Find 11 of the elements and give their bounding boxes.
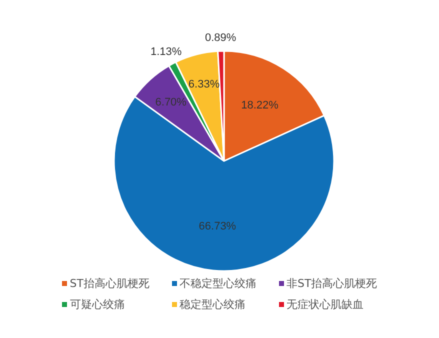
legend-label: 非ST抬高心肌梗死 <box>286 276 378 291</box>
legend-label: 可疑心绞痛 <box>70 297 125 312</box>
legend-label: ST抬高心肌梗死 <box>70 276 150 291</box>
data-label: 0.89% <box>204 32 236 44</box>
data-label: 1.13% <box>150 46 182 58</box>
data-label: 18.22% <box>241 100 279 112</box>
data-label: 6.70% <box>155 96 187 108</box>
legend-label: 稳定型心绞痛 <box>180 297 246 312</box>
legend-label: 无症状心肌缺血 <box>286 297 364 312</box>
data-label: 66.73% <box>198 220 236 233</box>
legend-label: 不稳定型心绞痛 <box>180 276 256 291</box>
